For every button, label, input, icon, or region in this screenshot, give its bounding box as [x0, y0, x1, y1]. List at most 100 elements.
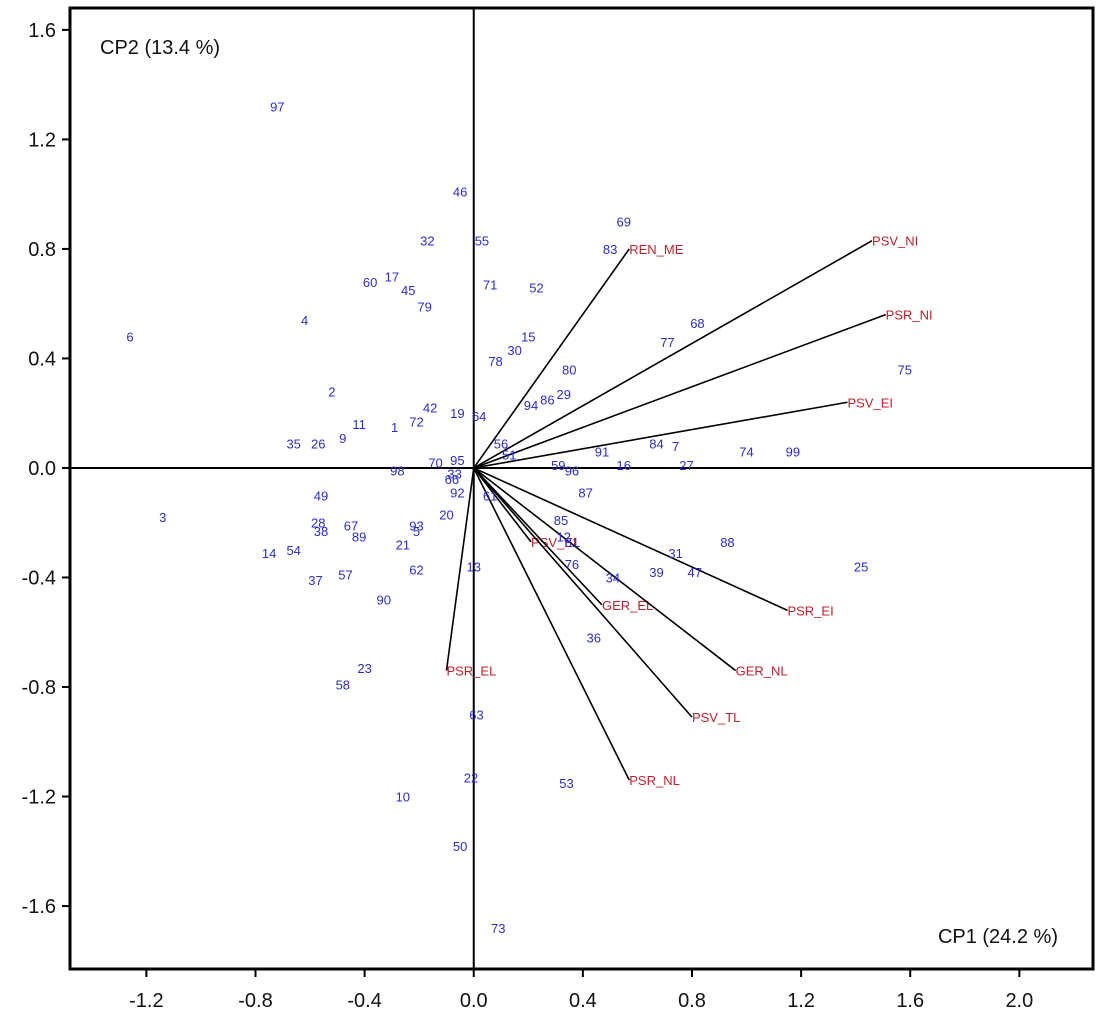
- x-tick-label: 1.2: [787, 990, 815, 1012]
- observation-label-59: 59: [551, 458, 565, 473]
- observation-label-64: 64: [472, 409, 486, 424]
- observation-label-2: 2: [328, 384, 335, 399]
- observation-label-75: 75: [898, 362, 912, 377]
- observation-label-91: 91: [595, 445, 609, 460]
- observation-label-98: 98: [390, 464, 404, 479]
- observation-label-72: 72: [409, 414, 423, 429]
- y-axis-ticks: 1.6 1.2 0.8 0.4 0.0 -0.4 -0.8 -1.2 -1.6: [22, 20, 70, 918]
- observation-label-92: 92: [450, 486, 464, 501]
- observation-label-34: 34: [606, 570, 620, 585]
- variable-vector-psr-el: [445, 467, 475, 671]
- observation-label-68: 68: [690, 316, 704, 331]
- observation-label-15: 15: [521, 330, 535, 345]
- observation-label-5: 5: [413, 524, 420, 539]
- observation-label-29: 29: [557, 387, 571, 402]
- observation-label-1: 1: [391, 420, 398, 435]
- variable-label-psv-el: PSV_EL: [531, 535, 580, 550]
- observation-label-67: 67: [344, 518, 358, 533]
- variable-label-ger-nl: GER_NL: [736, 664, 788, 679]
- observation-label-66: 66: [445, 472, 459, 487]
- observation-label-11: 11: [352, 417, 366, 432]
- observation-label-27: 27: [679, 458, 693, 473]
- observation-label-10: 10: [396, 790, 410, 805]
- observation-label-35: 35: [286, 436, 300, 451]
- variable-vector-ren-me: [473, 248, 630, 469]
- observation-label-16: 16: [617, 458, 631, 473]
- x-tick-label: -0.8: [238, 990, 272, 1012]
- variable-label-psr-el: PSR_EL: [446, 664, 496, 679]
- variable-label-psr-nl: PSR_NL: [629, 773, 680, 788]
- y-tick-label: 0.4: [28, 348, 56, 370]
- observation-label-53: 53: [559, 776, 573, 791]
- observation-label-74: 74: [739, 445, 753, 460]
- observation-label-63: 63: [469, 707, 483, 722]
- observation-label-89: 89: [352, 529, 366, 544]
- observation-label-95: 95: [450, 453, 464, 468]
- variable-label-psr-ei: PSR_EI: [787, 603, 833, 618]
- observation-label-30: 30: [507, 343, 521, 358]
- x-axis-ticks: -1.2 -0.8 -0.4 0.0 0.4 0.8 1.2 1.6 2.0: [129, 969, 1033, 1012]
- observation-label-96: 96: [565, 464, 579, 479]
- observation-label-50: 50: [453, 839, 467, 854]
- x-tick-label: 1.6: [896, 990, 924, 1012]
- observation-label-31: 31: [668, 546, 682, 561]
- observation-label-12: 12: [557, 529, 571, 544]
- variable-label-psr-ni: PSR_NI: [886, 308, 933, 323]
- y-axis-title: CP2 (13.4 %): [100, 37, 220, 59]
- plot-content: REN_ME PSV_NI PSR_NI PSV_EI PSV_EL GER_EL PSR_…: [70, 8, 1093, 969]
- observation-label-17: 17: [385, 269, 399, 284]
- variable-label-ger-el: GER_EL: [602, 598, 653, 613]
- observation-label-93: 93: [409, 518, 423, 533]
- observation-label-14: 14: [262, 546, 276, 561]
- y-tick-label: -0.8: [22, 677, 56, 699]
- observation-label-19: 19: [450, 406, 464, 421]
- observation-label-88: 88: [720, 535, 734, 550]
- observation-label-97: 97: [270, 100, 284, 115]
- observation-label-73: 73: [491, 921, 505, 936]
- observation-label-9: 9: [339, 431, 346, 446]
- observation-label-3: 3: [159, 510, 166, 525]
- x-tick-label: 0.0: [460, 990, 488, 1012]
- x-tick-label: -1.2: [129, 990, 163, 1012]
- observation-label-49: 49: [314, 488, 328, 503]
- observation-label-86: 86: [540, 393, 554, 408]
- observation-label-55: 55: [475, 234, 489, 249]
- observation-label-77: 77: [660, 335, 674, 350]
- observation-label-23: 23: [357, 661, 371, 676]
- observation-label-80: 80: [562, 362, 576, 377]
- y-tick-label: -0.4: [22, 567, 56, 589]
- observation-label-25: 25: [854, 560, 868, 575]
- y-tick-label: 1.6: [28, 20, 56, 42]
- observation-label-52: 52: [529, 280, 543, 295]
- observation-label-42: 42: [423, 401, 437, 416]
- observation-label-32: 32: [420, 234, 434, 249]
- observation-label-85: 85: [554, 513, 568, 528]
- observation-label-87: 87: [578, 486, 592, 501]
- variable-vector-psv-tl: [473, 467, 693, 718]
- observation-label-39: 39: [649, 565, 663, 580]
- variable-vector-psr-ei: [473, 467, 788, 612]
- x-axis-title: CP1 (24.2 %): [938, 926, 1058, 948]
- variable-vector-psr-ni: [473, 313, 886, 469]
- x-tick-label: 2.0: [1005, 990, 1033, 1012]
- observation-label-90: 90: [376, 592, 390, 607]
- x-tick-label: -0.4: [347, 990, 381, 1012]
- observation-label-76: 76: [565, 557, 579, 572]
- observation-label-47: 47: [687, 565, 701, 580]
- plot-frame: [68, 6, 1095, 971]
- observation-label-60: 60: [363, 275, 377, 290]
- x-tick-label: 0.4: [569, 990, 597, 1012]
- observation-label-69: 69: [617, 215, 631, 230]
- observation-label-21: 21: [396, 538, 410, 553]
- variable-vector-ger-nl: [473, 467, 737, 672]
- observation-label-94: 94: [524, 398, 538, 413]
- observation-label-7: 7: [672, 439, 679, 454]
- variable-label-psv-ei: PSV_EI: [847, 395, 893, 410]
- variable-label-psv-ni: PSV_NI: [872, 234, 918, 249]
- observation-label-36: 36: [587, 631, 601, 646]
- variable-vector-psr-nl: [473, 467, 630, 781]
- observation-label-70: 70: [428, 455, 442, 470]
- observation-label-54: 54: [286, 543, 300, 558]
- variable-label-psv-tl: PSV_TL: [692, 710, 740, 725]
